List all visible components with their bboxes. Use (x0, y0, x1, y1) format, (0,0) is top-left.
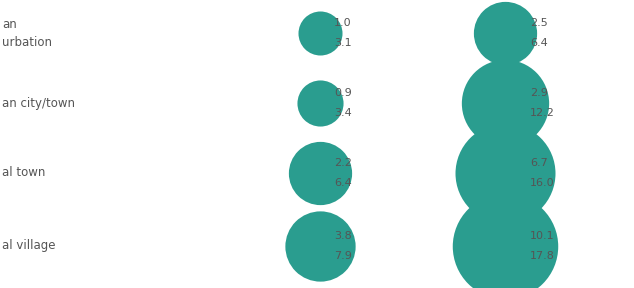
Text: an city/town: an city/town (2, 96, 75, 109)
Point (500, 171, 510, 175)
Point (315, 171, 325, 175)
Text: al village: al village (2, 240, 56, 253)
Text: 3.8: 3.8 (334, 231, 352, 241)
Text: 1.0: 1.0 (334, 18, 352, 28)
Point (315, 101, 325, 105)
Text: 7.9: 7.9 (334, 251, 352, 261)
Text: 12.2: 12.2 (530, 108, 555, 118)
Text: 17.8: 17.8 (530, 251, 555, 261)
Text: 2.9: 2.9 (530, 88, 548, 98)
Text: 2.5: 2.5 (530, 18, 548, 28)
Text: 16.0: 16.0 (530, 178, 555, 188)
Text: 6.7: 6.7 (530, 158, 548, 168)
Text: 0.9: 0.9 (334, 88, 352, 98)
Text: 6.4: 6.4 (530, 38, 548, 48)
Text: 3.4: 3.4 (334, 108, 352, 118)
Point (315, 244, 325, 248)
Text: an: an (2, 18, 16, 31)
Point (500, 244, 510, 248)
Text: 6.4: 6.4 (334, 178, 352, 188)
Text: al town: al town (2, 166, 46, 179)
Text: 2.2: 2.2 (334, 158, 352, 168)
Point (315, 31, 325, 35)
Text: 3.1: 3.1 (334, 38, 352, 48)
Text: urbation: urbation (2, 35, 52, 48)
Point (500, 31, 510, 35)
Point (500, 101, 510, 105)
Text: 10.1: 10.1 (530, 231, 555, 241)
